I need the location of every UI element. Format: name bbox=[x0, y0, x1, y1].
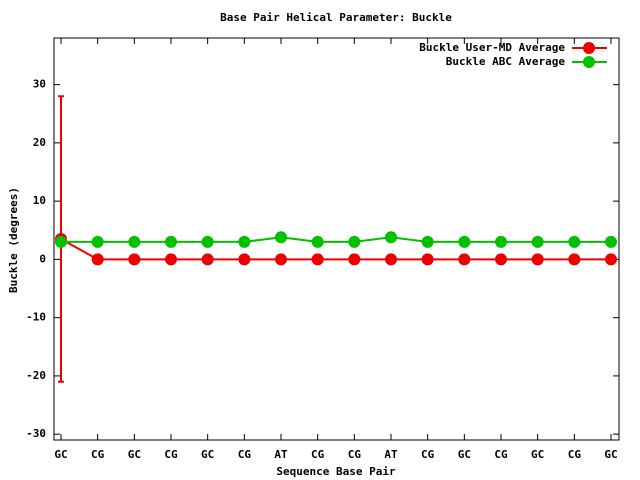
point bbox=[238, 235, 251, 248]
point bbox=[275, 253, 287, 266]
legend-marker bbox=[583, 42, 595, 54]
legend-label: Buckle ABC Average bbox=[446, 55, 566, 68]
point bbox=[311, 253, 324, 266]
point bbox=[128, 253, 141, 266]
x-tick-label: CG bbox=[91, 448, 105, 461]
y-tick-label: -10 bbox=[26, 311, 46, 324]
y-tick-label: 30 bbox=[33, 78, 46, 91]
point bbox=[275, 231, 287, 244]
point bbox=[201, 253, 214, 266]
x-tick-label: CG bbox=[164, 448, 178, 461]
y-tick-label: -30 bbox=[26, 427, 46, 440]
point bbox=[91, 235, 104, 248]
point bbox=[421, 235, 434, 248]
point bbox=[128, 235, 141, 248]
plot-frame bbox=[53, 37, 620, 441]
point bbox=[165, 235, 177, 248]
x-tick-label: CG bbox=[238, 448, 252, 461]
y-tick-label: 20 bbox=[33, 136, 46, 149]
x-tick-label: GC bbox=[201, 448, 214, 461]
x-axis-label: Sequence Base Pair bbox=[276, 465, 396, 478]
series-line bbox=[61, 236, 611, 243]
point bbox=[458, 253, 471, 266]
x-tick-label: GC bbox=[128, 448, 141, 461]
point bbox=[165, 253, 177, 266]
point bbox=[311, 235, 324, 248]
y-axis-label: Buckle (degrees) bbox=[7, 187, 20, 293]
point bbox=[495, 235, 507, 248]
point bbox=[348, 253, 361, 266]
x-tick-label: CG bbox=[568, 448, 582, 461]
y-tick-label: -20 bbox=[26, 369, 46, 382]
point bbox=[385, 231, 397, 244]
y-tick-label: 0 bbox=[39, 252, 46, 265]
x-tick-label: CG bbox=[311, 448, 325, 461]
point bbox=[91, 253, 104, 266]
x-tick-label: GC bbox=[54, 448, 67, 461]
x-tick-label: AT bbox=[384, 448, 398, 461]
point bbox=[238, 253, 251, 266]
point bbox=[385, 253, 397, 266]
point bbox=[568, 235, 581, 248]
point bbox=[201, 235, 214, 248]
x-tick-label: CG bbox=[348, 448, 362, 461]
y-tick-label: 10 bbox=[33, 194, 46, 207]
point bbox=[568, 253, 581, 266]
x-tick-label: GC bbox=[531, 448, 544, 461]
x-tick-label: GC bbox=[604, 448, 617, 461]
x-tick-label: AT bbox=[274, 448, 288, 461]
point bbox=[421, 253, 434, 266]
legend-marker bbox=[583, 56, 595, 68]
point bbox=[531, 253, 544, 266]
point bbox=[348, 235, 361, 248]
x-tick-label: CG bbox=[494, 448, 508, 461]
point bbox=[605, 235, 617, 248]
x-tick-label: CG bbox=[421, 448, 435, 461]
point bbox=[531, 235, 544, 248]
point bbox=[458, 235, 471, 248]
legend-label: Buckle User-MD Average bbox=[419, 41, 565, 54]
x-tick-label: GC bbox=[458, 448, 471, 461]
point bbox=[605, 253, 617, 266]
series-line bbox=[60, 238, 611, 261]
point bbox=[55, 235, 67, 248]
chart-title: Base Pair Helical Parameter: Buckle bbox=[220, 11, 452, 24]
point bbox=[495, 253, 507, 266]
